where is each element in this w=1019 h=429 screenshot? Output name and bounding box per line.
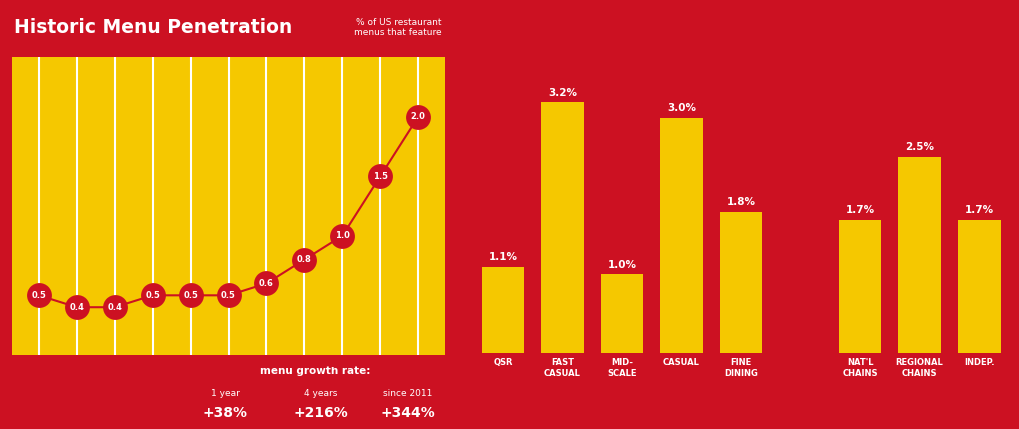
Text: Historic Menu Penetration: Historic Menu Penetration (13, 18, 291, 37)
Point (31, 292, 47, 299)
Text: 2%: 2% (83, 382, 135, 411)
Text: Northeast: Northeast (812, 371, 913, 389)
Text: +344%: +344% (380, 406, 434, 420)
Text: 0.5: 0.5 (145, 291, 160, 300)
Text: 0.5: 0.5 (32, 291, 46, 300)
Point (68, 304, 85, 311)
Text: +38%: +38% (203, 406, 248, 420)
Text: +216%: +216% (292, 406, 347, 420)
Text: 3.2%: 3.2% (547, 88, 577, 98)
Text: 2.5%: 2.5% (812, 400, 862, 418)
Text: 2.4%: 2.4% (941, 400, 990, 418)
Text: % of US restaurant
menus that feature: % of US restaurant menus that feature (354, 18, 441, 37)
Text: 0.5: 0.5 (221, 291, 235, 300)
Text: 0.5: 0.5 (183, 291, 198, 300)
Text: 2.5%: 2.5% (904, 142, 933, 152)
Bar (957, 220, 1000, 353)
Text: 1 year: 1 year (211, 389, 239, 398)
Text: % of US restaurant
menus that feature: % of US restaurant menus that feature (915, 18, 1003, 37)
Point (372, 173, 388, 180)
Point (258, 280, 274, 287)
Bar (600, 275, 643, 353)
Text: menu
penetration:: menu penetration: (21, 374, 86, 395)
Bar (481, 267, 524, 353)
Text: 0.4: 0.4 (69, 303, 85, 312)
Text: Historic Menu Penetration: Historic Menu Penetration (476, 18, 754, 37)
Text: 0.8: 0.8 (297, 255, 312, 264)
Point (410, 113, 426, 120)
Text: since 2011: since 2011 (382, 389, 432, 398)
Text: West: West (521, 371, 572, 389)
Text: 1.5: 1.5 (372, 172, 387, 181)
Text: 1.1%: 1.1% (488, 252, 517, 262)
Bar (659, 118, 702, 353)
Point (182, 292, 199, 299)
Bar (838, 220, 880, 353)
Text: 1.7%: 1.7% (845, 205, 873, 215)
Text: 1.0%: 1.0% (607, 260, 636, 270)
Text: 2.0: 2.0 (411, 112, 425, 121)
Text: 0.6: 0.6 (259, 279, 274, 288)
Text: 2.1%: 2.1% (661, 400, 711, 418)
Text: 4 years: 4 years (304, 389, 337, 398)
Text: menu growth rate:: menu growth rate: (260, 366, 370, 376)
Point (334, 233, 351, 239)
Point (145, 292, 161, 299)
Text: 1.0: 1.0 (334, 231, 350, 240)
Text: 1.7%: 1.7% (964, 205, 993, 215)
Bar (540, 103, 583, 353)
Point (106, 304, 122, 311)
Text: 1.8%: 1.8% (726, 197, 755, 207)
Text: 3.0%: 3.0% (666, 103, 695, 113)
Point (220, 292, 236, 299)
Bar (898, 157, 941, 353)
Text: Midwest: Midwest (661, 371, 746, 389)
Text: 1.9%: 1.9% (521, 400, 571, 418)
Bar (718, 212, 761, 353)
Text: South: South (941, 371, 1000, 389)
Point (296, 256, 312, 263)
Text: 0.4: 0.4 (107, 303, 122, 312)
